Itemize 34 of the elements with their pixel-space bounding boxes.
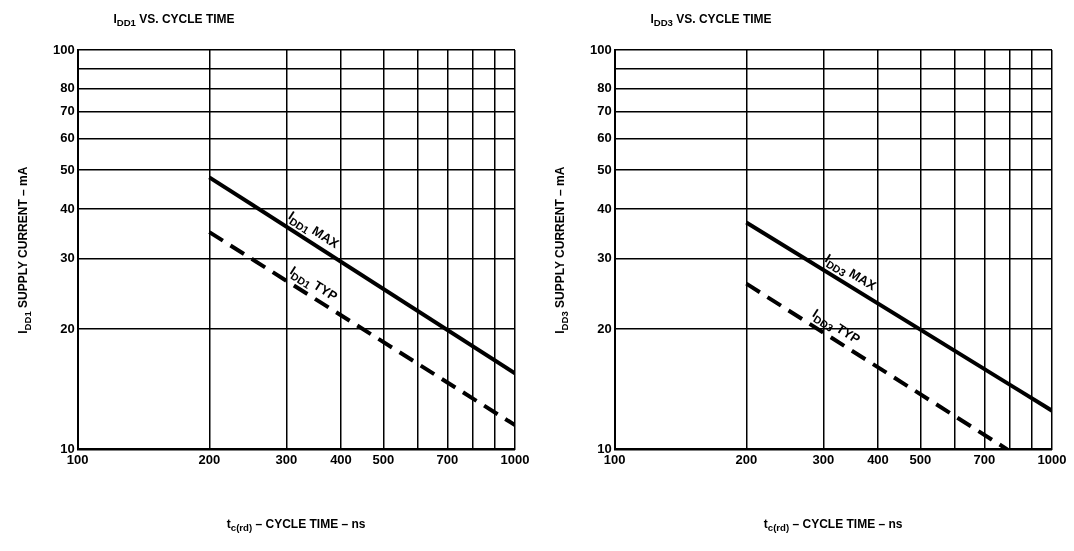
x-tick-label: 1000: [500, 451, 530, 467]
y-tick-label: 80: [597, 80, 612, 96]
chart-title: I$_{DD3}$ VS. CYCLE TIME: [650, 12, 772, 29]
x-tick-label: 700: [436, 451, 459, 467]
y-tick-label: 50: [60, 161, 75, 177]
x-tick-label: 300: [275, 451, 298, 467]
y-tick-label: 30: [60, 250, 75, 266]
x-tick-label: 200: [198, 451, 221, 467]
y-tick-label: 30: [597, 250, 612, 266]
x-tick-label: 400: [867, 451, 889, 467]
x-axis-title: t$_{c(rd)}$ – CYCLE TIME – ns: [226, 517, 366, 534]
y-tick-label: 40: [60, 200, 75, 216]
x-axis-title: t$_{c(rd)}$ – CYCLE TIME – ns: [763, 517, 903, 534]
y-tick-label: 100: [52, 41, 75, 57]
chart-title: I$_{DD1}$ VS. CYCLE TIME: [113, 12, 235, 29]
y-tick-label: 100: [589, 41, 612, 57]
x-tick-label: 500: [372, 451, 395, 467]
y-tick-label: 80: [60, 80, 75, 96]
x-tick-label: 1000: [1037, 451, 1067, 467]
x-tick-label: 400: [330, 451, 352, 467]
y-tick-label: 20: [60, 320, 75, 336]
x-tick-label: 500: [909, 451, 932, 467]
y-tick-label: 70: [60, 103, 75, 119]
y-tick-label: 60: [597, 130, 612, 146]
x-tick-label: 700: [973, 451, 996, 467]
y-tick-label: 70: [597, 103, 612, 119]
y-tick-label: 10: [597, 440, 612, 456]
y-tick-label: 60: [60, 130, 75, 146]
y-tick-label: 50: [597, 161, 612, 177]
x-tick-label: 200: [735, 451, 758, 467]
y-tick-label: 20: [597, 320, 612, 336]
y-tick-label: 40: [597, 200, 612, 216]
y-tick-label: 10: [60, 440, 75, 456]
x-tick-label: 300: [812, 451, 835, 467]
